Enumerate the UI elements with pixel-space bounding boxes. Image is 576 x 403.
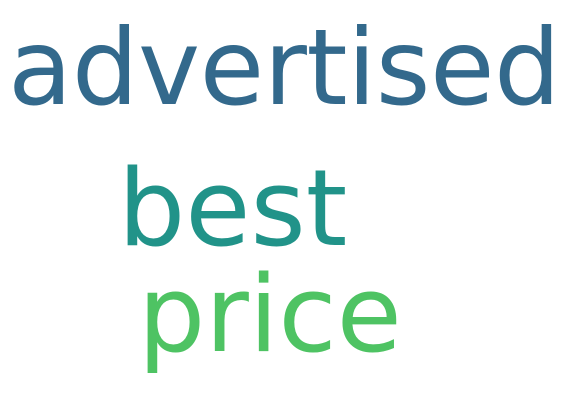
word-best: best (118, 156, 347, 262)
word-advertised: advertised (8, 16, 560, 121)
word-price: price (138, 262, 402, 368)
